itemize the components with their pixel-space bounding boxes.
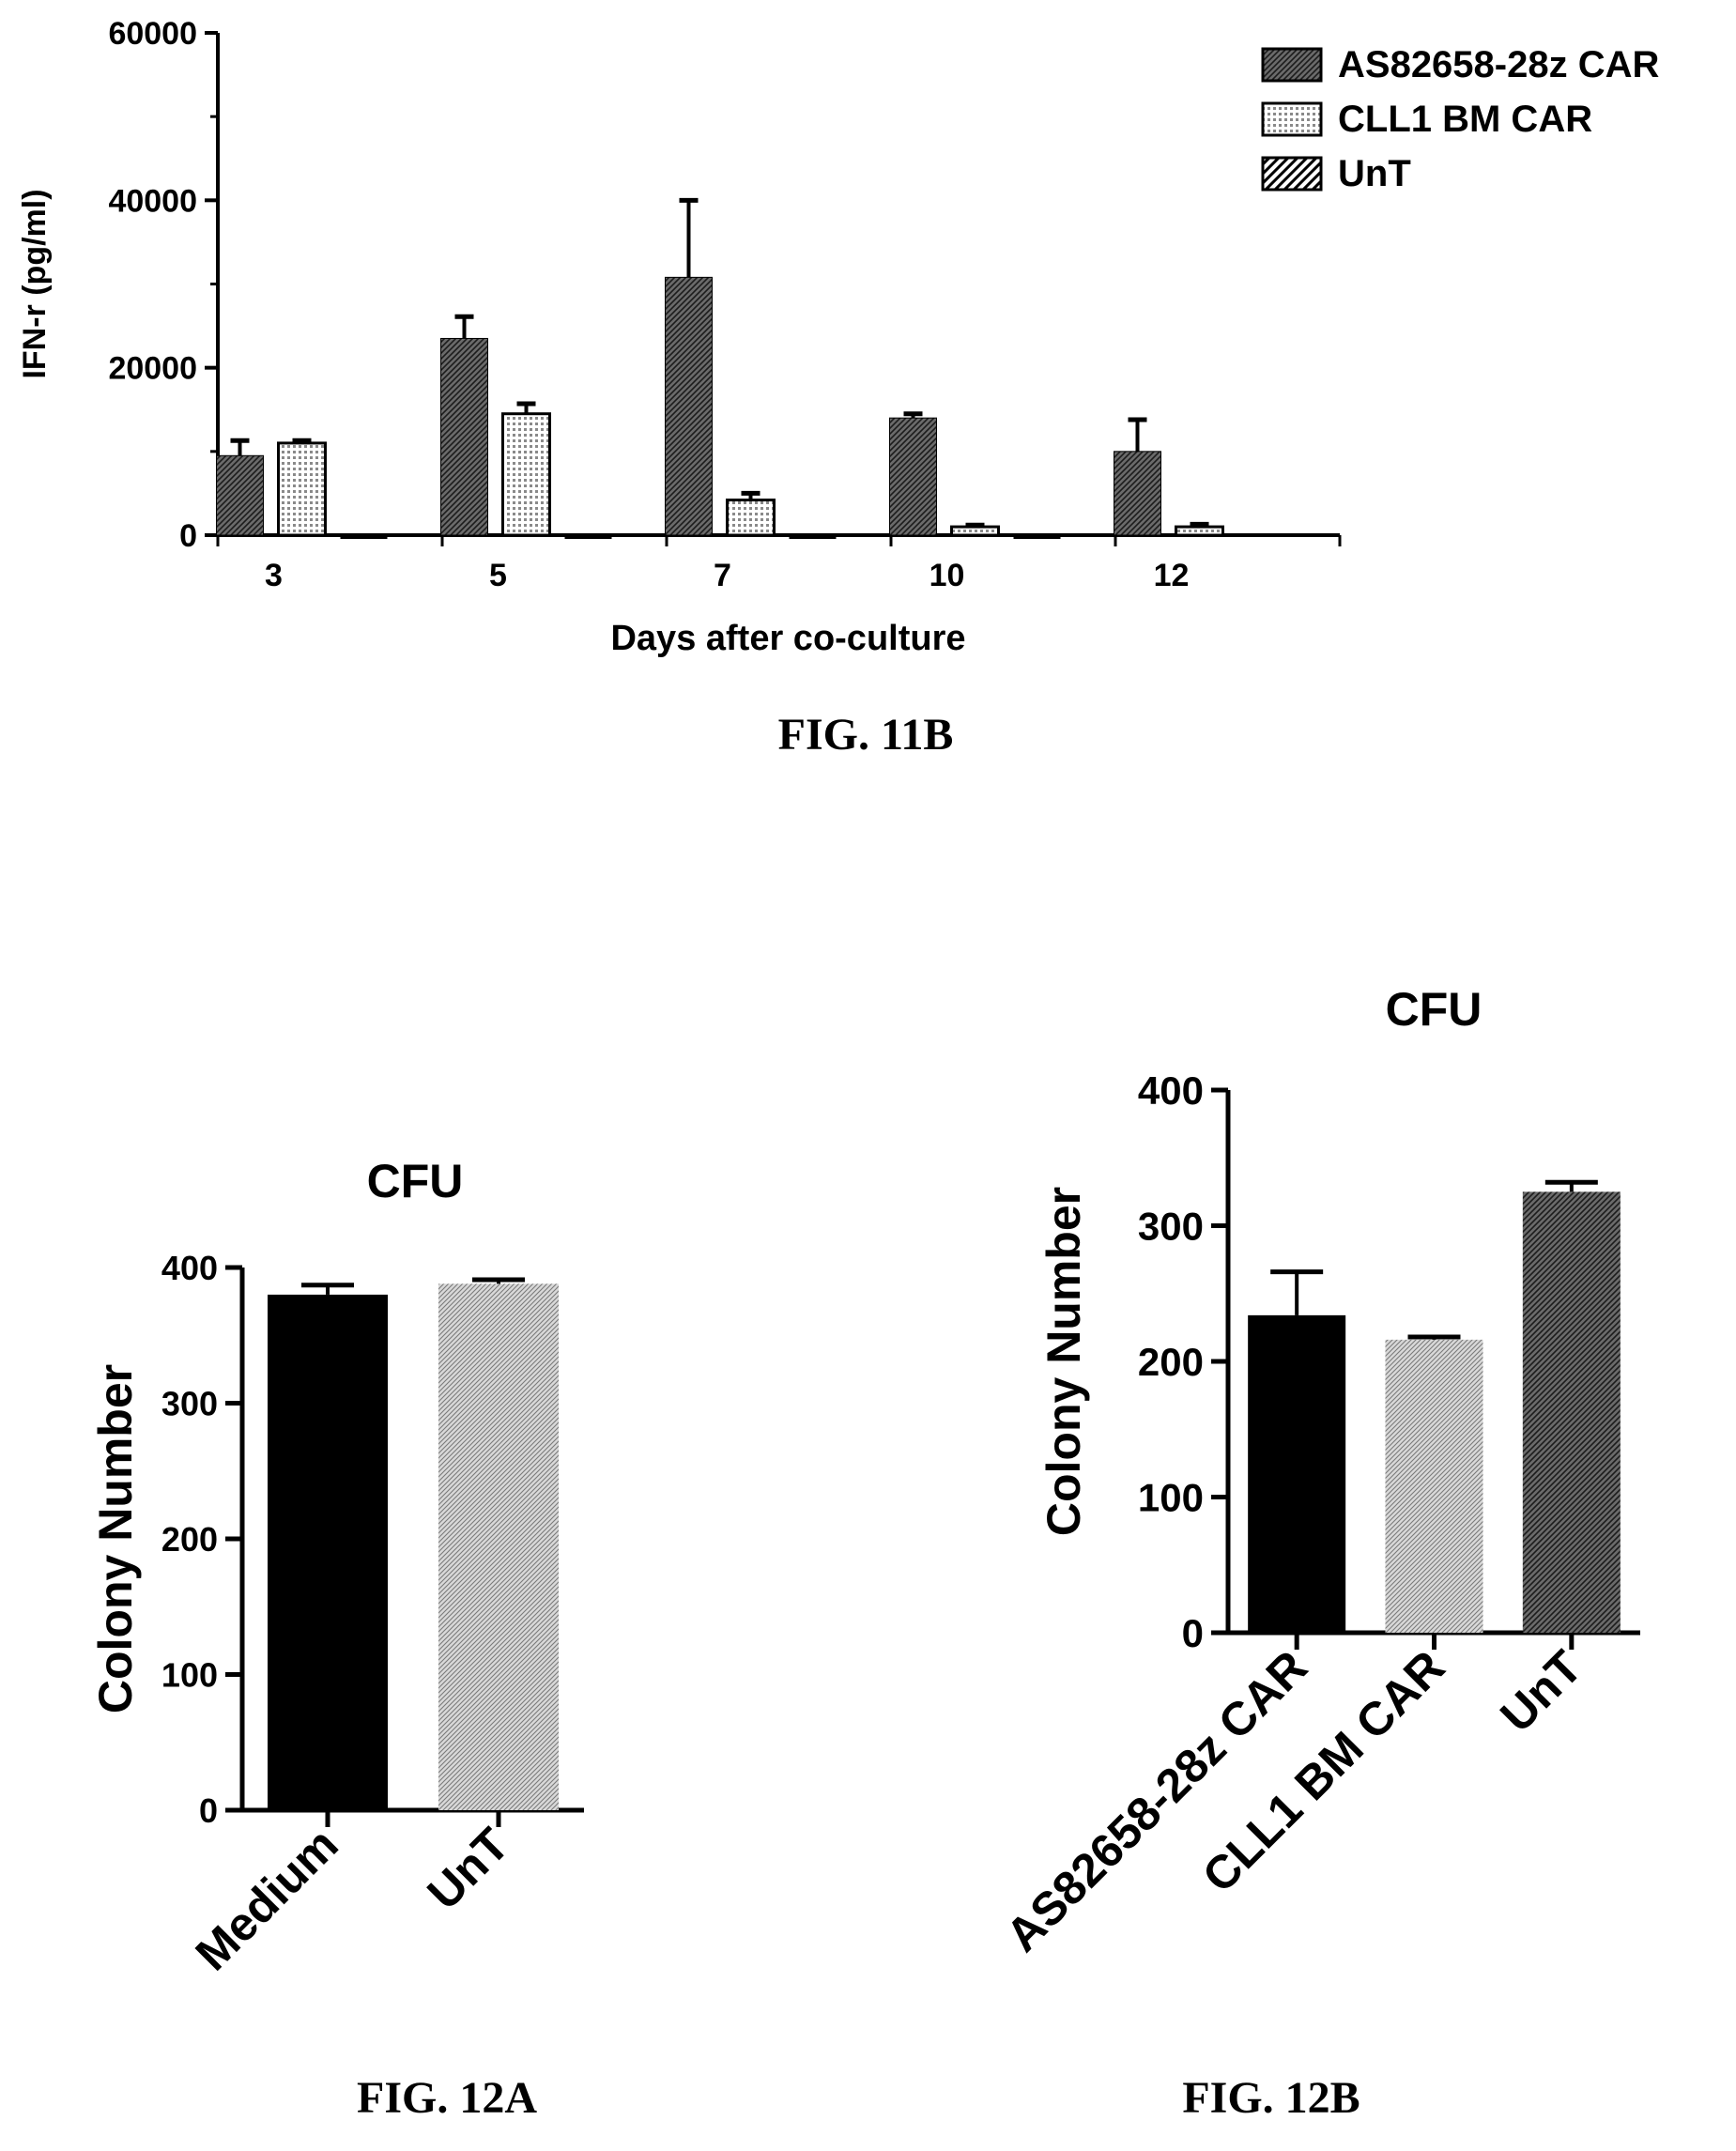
fig11b-x-tick-label: 5 — [489, 558, 507, 593]
fig11b-y-tick-label: 40000 — [108, 183, 197, 219]
fig11b-legend-swatch — [1261, 156, 1323, 192]
fig12b-x-tick-label: UnT — [1490, 1640, 1591, 1742]
fig12b-y-tick-label: 100 — [1138, 1476, 1204, 1520]
fig12a-y-tick-label: 100 — [161, 1655, 218, 1694]
figure-caption-12a: FIG. 12A — [357, 2073, 537, 2123]
fig12b-y-tick-label: 300 — [1138, 1205, 1204, 1249]
fig12a-y-tick-label: 300 — [161, 1384, 218, 1422]
fig11b-bar-as82658-28z-car — [889, 417, 937, 536]
fig11b-bar-cll1-bm-car — [501, 412, 551, 537]
fig12b-y-tick-label: 0 — [1182, 1611, 1204, 1655]
fig11b-legend-swatch — [1261, 47, 1323, 83]
figure-caption-11b: FIG. 11B — [778, 710, 954, 760]
fig11b-bar-as82658-28z-car — [665, 276, 713, 536]
fig11b-bar-cll1-bm-car — [277, 441, 327, 537]
fig11b-bar-cll1-bm-car — [950, 525, 1000, 537]
fig12a-bar-unt — [438, 1283, 559, 1810]
fig12a-bar-medium — [268, 1294, 388, 1810]
fig11b-legend-label: AS82658-28z CAR — [1338, 44, 1659, 85]
fig11b-bar-cll1-bm-car — [726, 499, 776, 537]
fig11b-bar-cll1-bm-car — [1175, 525, 1224, 537]
fig12a-x-tick-label: Medium — [186, 1818, 348, 1980]
fig11b-bar-as82658-28z-car — [440, 337, 488, 536]
fig11b-bar-as82658-28z-car — [1114, 451, 1161, 536]
fig11b-x-tick-label: 7 — [714, 558, 731, 593]
fig12a-y-tick-label: 0 — [199, 1791, 218, 1830]
fig11b-y-tick-label: 60000 — [108, 16, 197, 52]
fig11b-y-axis-label: IFN-r (pg/ml) — [17, 189, 53, 378]
fig12b-bar-as82658-28z-car — [1248, 1314, 1346, 1633]
fig12b-y-tick-label: 400 — [1138, 1068, 1204, 1113]
fig11b-x-tick-label: 10 — [929, 558, 965, 593]
figure-caption-12b: FIG. 12B — [1182, 2073, 1360, 2123]
fig11b-legend-label: UnT — [1338, 153, 1411, 194]
fig12a-y-tick-label: 400 — [161, 1249, 218, 1287]
fig12b-title: CFU — [1386, 983, 1483, 1036]
fig11b-x-axis-label: Days after co-culture — [610, 619, 965, 658]
fig12a-title: CFU — [367, 1155, 464, 1207]
fig-11b-chart: 0 20000 40000 60000 IFN-r (pg/ml) 3 5 7 10 12 Days… — [17, 16, 1659, 658]
fig11b-bar-unt — [789, 533, 837, 539]
fig11b-bar-as82658-28z-car — [216, 454, 264, 536]
fig12b-x-tick-label: CLL1 BM CAR — [1192, 1640, 1454, 1902]
fig12b-bar-unt — [1522, 1191, 1621, 1633]
fig11b-y-tick-label: 20000 — [108, 351, 197, 387]
fig11b-legend-label: CLL1 BM CAR — [1338, 99, 1592, 140]
fig11b-x-tick-label: 12 — [1154, 558, 1190, 593]
fig-12a-chart: 0 100 200 300 400 Colony Number CFU Medium UnT — [89, 1155, 584, 1980]
fig11b-bar-unt — [340, 533, 388, 539]
fig11b-x-tick-label: 3 — [265, 558, 283, 593]
fig12a-y-axis-label: Colony Number — [89, 1364, 142, 1713]
fig11b-bar-unt — [1013, 533, 1061, 539]
fig12a-y-tick-label: 200 — [161, 1520, 218, 1559]
fig12b-y-tick-label: 200 — [1138, 1340, 1204, 1384]
fig12b-bar-cll1-bm-car — [1385, 1339, 1483, 1633]
fig11b-legend-swatch — [1261, 101, 1323, 137]
fig11b-bar-unt — [564, 533, 612, 539]
fig12b-y-axis-label: Colony Number — [1037, 1187, 1090, 1536]
fig12a-x-tick-label: UnT — [417, 1818, 518, 1919]
fig11b-y-tick-label: 0 — [179, 518, 197, 554]
